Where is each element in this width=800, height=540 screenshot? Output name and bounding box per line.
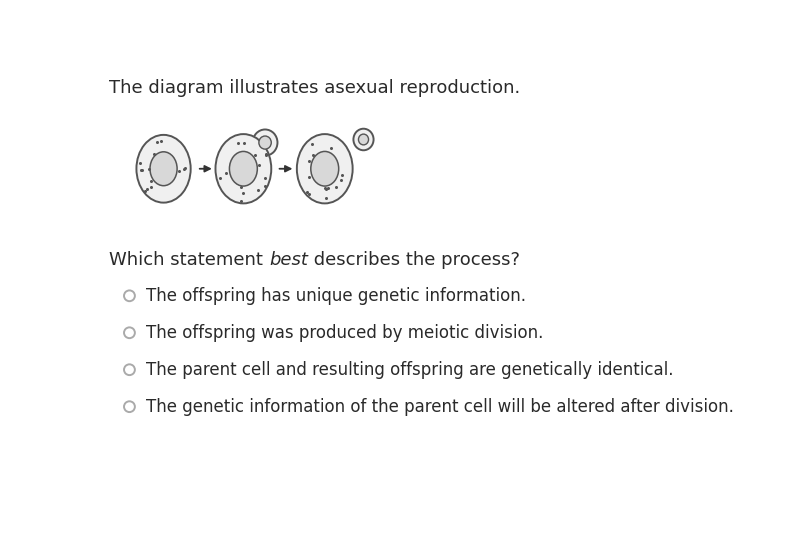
Text: The diagram illustrates asexual reproduction.: The diagram illustrates asexual reproduc… bbox=[110, 79, 521, 97]
Ellipse shape bbox=[253, 130, 278, 156]
Text: The genetic information of the parent cell will be altered after division.: The genetic information of the parent ce… bbox=[146, 397, 734, 416]
Ellipse shape bbox=[297, 134, 353, 204]
Ellipse shape bbox=[358, 134, 369, 145]
Ellipse shape bbox=[215, 134, 271, 204]
Text: describes the process?: describes the process? bbox=[308, 251, 520, 269]
Text: The offspring has unique genetic information.: The offspring has unique genetic informa… bbox=[146, 287, 526, 305]
Ellipse shape bbox=[137, 135, 190, 202]
Text: The parent cell and resulting offspring are genetically identical.: The parent cell and resulting offspring … bbox=[146, 361, 674, 379]
Ellipse shape bbox=[354, 129, 374, 150]
Ellipse shape bbox=[150, 152, 177, 186]
Text: Which statement: Which statement bbox=[110, 251, 269, 269]
Ellipse shape bbox=[259, 136, 271, 149]
Text: The offspring was produced by meiotic division.: The offspring was produced by meiotic di… bbox=[146, 324, 544, 342]
Text: best: best bbox=[269, 251, 308, 269]
Ellipse shape bbox=[230, 151, 258, 186]
Ellipse shape bbox=[310, 151, 338, 186]
